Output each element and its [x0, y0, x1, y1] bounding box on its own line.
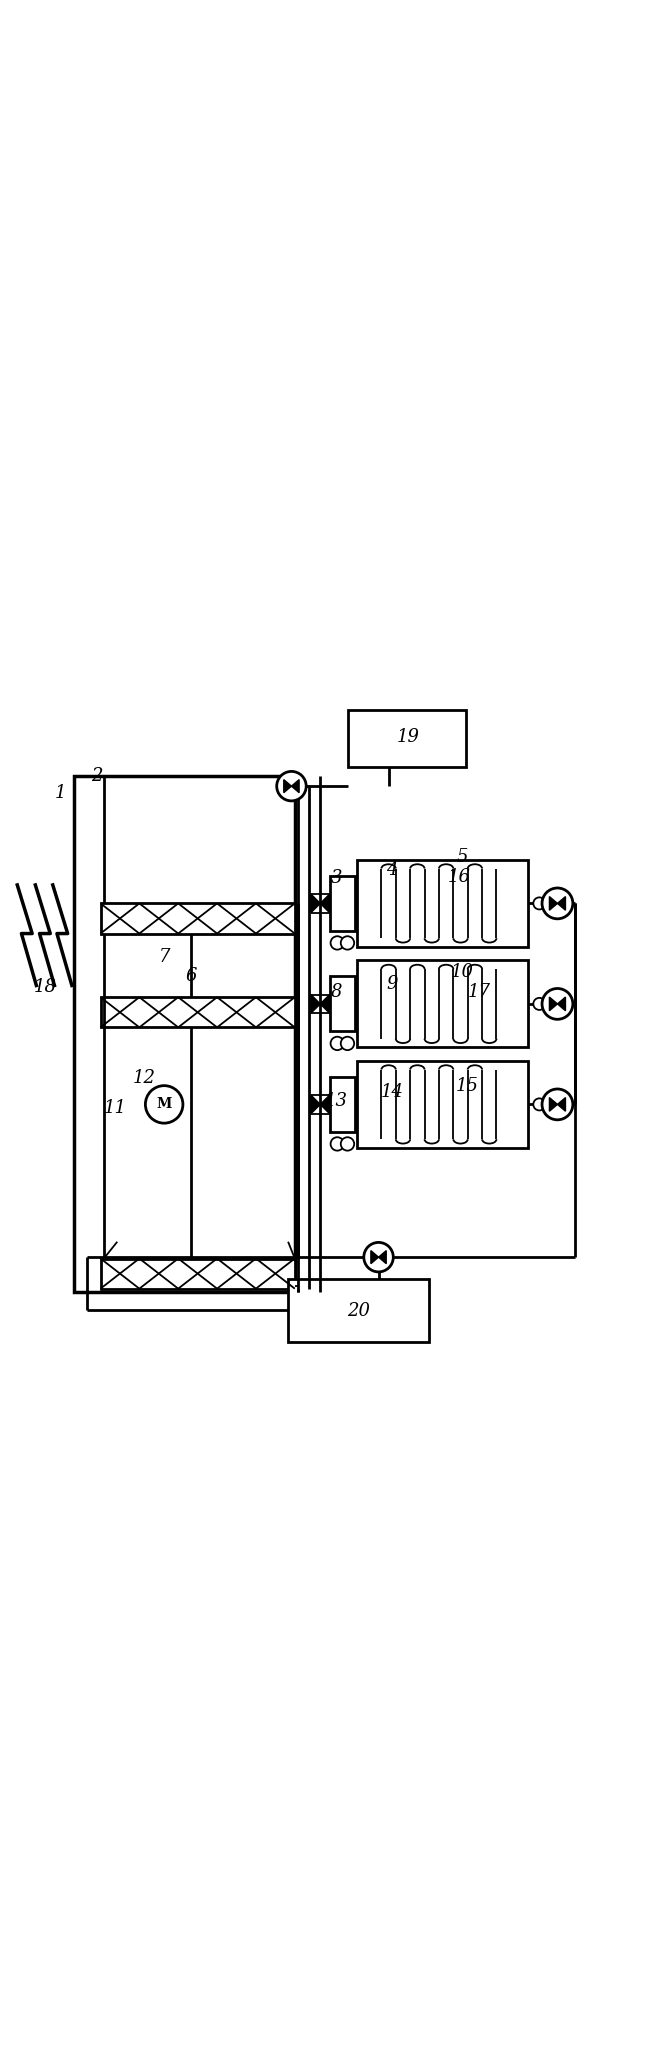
Polygon shape: [311, 895, 320, 913]
Polygon shape: [320, 1096, 330, 1114]
Circle shape: [542, 989, 573, 1020]
Bar: [100, 997, 295, 1028]
Circle shape: [277, 772, 306, 801]
Text: 7: 7: [158, 948, 170, 967]
Polygon shape: [311, 995, 320, 1014]
Text: 14: 14: [381, 1083, 403, 1102]
Text: 10: 10: [451, 963, 474, 981]
Circle shape: [145, 1085, 183, 1122]
Polygon shape: [557, 997, 565, 1012]
Text: 11: 11: [104, 1098, 127, 1116]
Text: 9: 9: [386, 975, 398, 993]
Polygon shape: [284, 780, 291, 793]
Polygon shape: [320, 895, 330, 913]
Bar: [348, 711, 466, 768]
Polygon shape: [311, 1096, 320, 1114]
Text: 1: 1: [54, 784, 66, 803]
Bar: [357, 961, 528, 1047]
Text: 2: 2: [91, 768, 103, 784]
Bar: [100, 903, 295, 934]
Polygon shape: [557, 897, 565, 909]
Text: 15: 15: [456, 1077, 479, 1094]
Text: 12: 12: [133, 1069, 155, 1087]
Circle shape: [330, 1036, 344, 1051]
Bar: [330, 877, 355, 932]
Text: 13: 13: [325, 1092, 348, 1110]
Circle shape: [364, 1243, 393, 1272]
Polygon shape: [549, 997, 557, 1012]
Polygon shape: [291, 780, 299, 793]
Text: 5: 5: [456, 848, 468, 866]
Text: 4: 4: [386, 860, 398, 879]
Polygon shape: [379, 1251, 386, 1264]
Text: 3: 3: [330, 868, 342, 887]
Circle shape: [533, 897, 545, 909]
Polygon shape: [549, 897, 557, 909]
Text: 18: 18: [34, 979, 57, 995]
Bar: [357, 860, 528, 946]
Bar: [74, 776, 295, 1292]
Polygon shape: [320, 995, 330, 1014]
Bar: [330, 1077, 355, 1133]
Polygon shape: [549, 1098, 557, 1112]
Circle shape: [533, 997, 545, 1010]
Polygon shape: [557, 1098, 565, 1112]
Bar: [357, 1061, 528, 1149]
Circle shape: [341, 936, 354, 950]
Bar: [330, 977, 355, 1032]
Text: 17: 17: [468, 983, 490, 1001]
Circle shape: [341, 1137, 354, 1151]
Text: 8: 8: [330, 983, 342, 1001]
Text: 20: 20: [347, 1303, 370, 1319]
Circle shape: [330, 1137, 344, 1151]
Polygon shape: [371, 1251, 379, 1264]
Text: 6: 6: [185, 967, 197, 985]
Bar: [288, 1278, 429, 1341]
Circle shape: [341, 1036, 354, 1051]
Circle shape: [542, 1090, 573, 1120]
Text: 19: 19: [397, 729, 420, 745]
Circle shape: [330, 936, 344, 950]
Bar: [100, 1260, 295, 1288]
Circle shape: [533, 1098, 545, 1110]
Text: 16: 16: [448, 868, 470, 885]
Text: M: M: [157, 1098, 172, 1112]
Circle shape: [542, 889, 573, 920]
